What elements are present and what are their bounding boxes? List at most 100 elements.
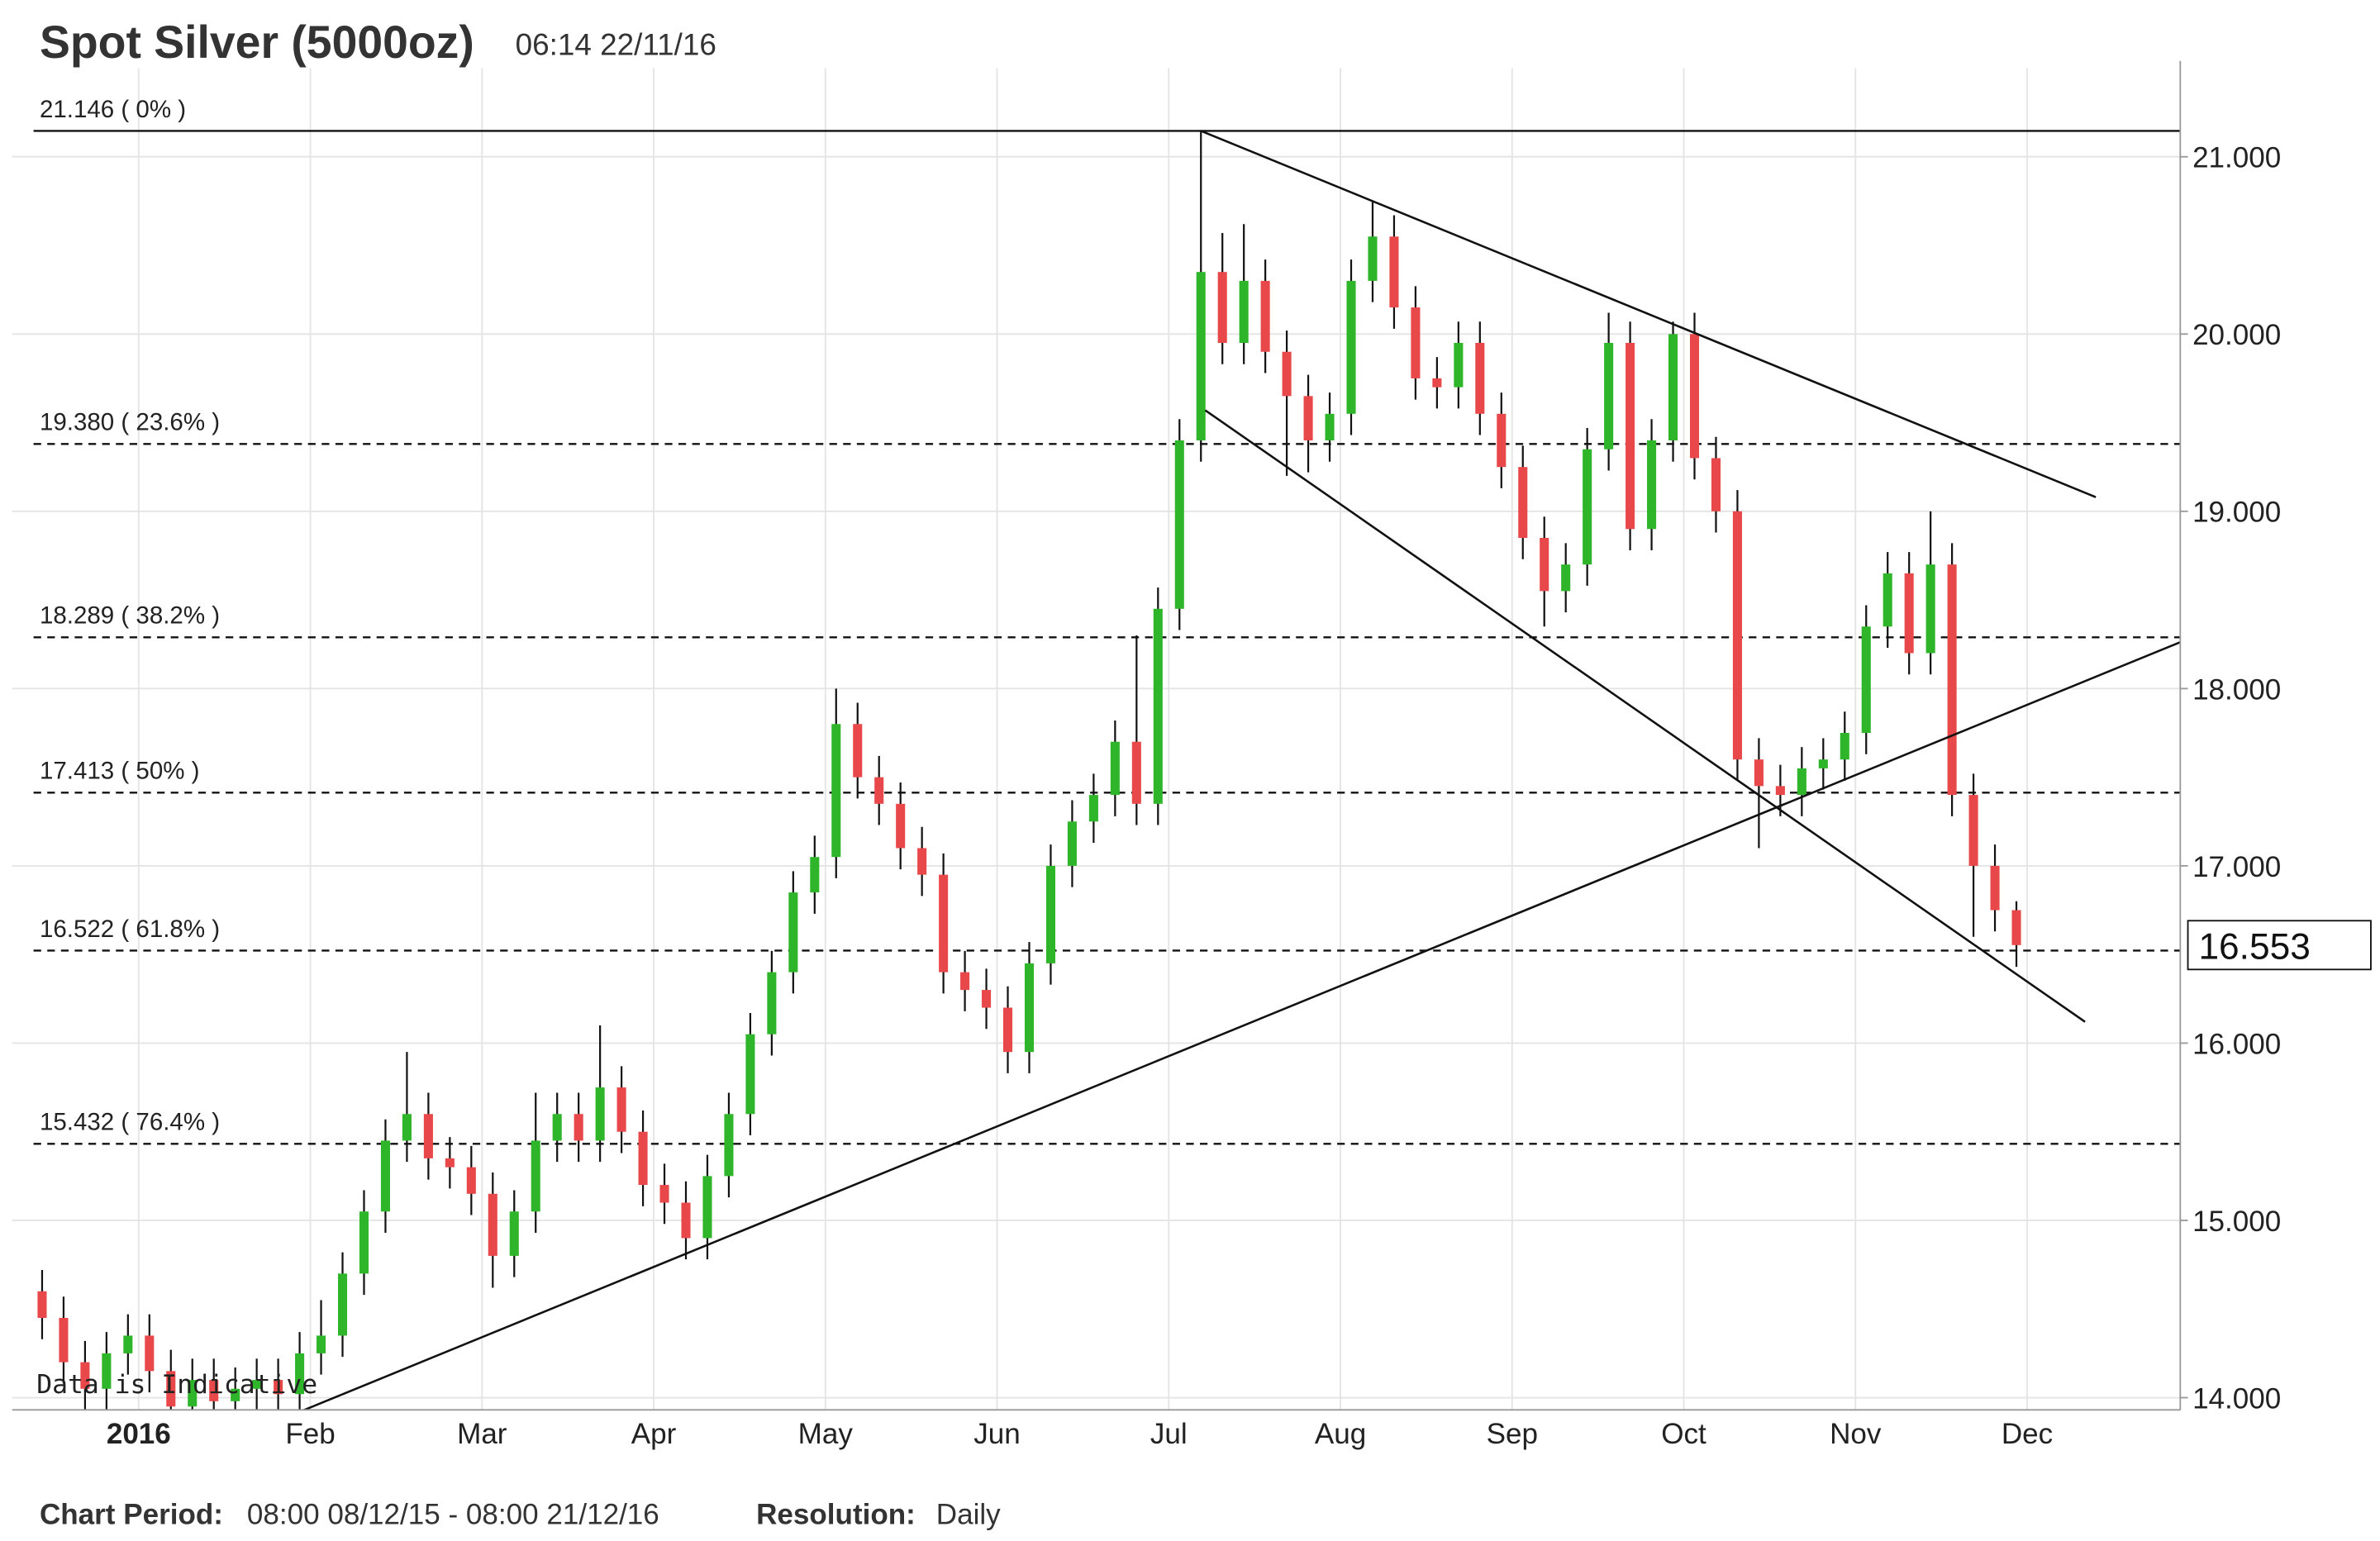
y-tick-label: 20.000 — [2192, 319, 2281, 351]
x-tick-label: 2016 — [107, 1418, 171, 1450]
candle-body — [1540, 537, 1549, 592]
grid — [12, 68, 2188, 1410]
candle-body — [1131, 741, 1141, 804]
candle-body — [1325, 413, 1335, 440]
candle-body — [552, 1114, 562, 1141]
fib-levels — [33, 130, 2181, 1145]
candle-body — [616, 1087, 626, 1132]
candle-body — [1647, 440, 1657, 530]
x-tick-label: Aug — [1315, 1418, 1366, 1450]
candle-body — [1754, 759, 1764, 787]
candle-body — [1990, 865, 2000, 911]
candle-body — [1454, 342, 1464, 388]
fib-label: 18.289 ( 38.2% ) — [40, 602, 220, 630]
candle-body — [102, 1353, 112, 1389]
y-tick-label: 17.000 — [2192, 851, 2281, 883]
price-box — [2187, 920, 2372, 971]
candle-body — [1002, 1007, 1013, 1053]
candle-body — [1045, 865, 1055, 963]
fib-label: 16.522 ( 61.8% ) — [40, 916, 220, 943]
candle-body — [745, 1034, 755, 1115]
candle-body — [359, 1211, 369, 1274]
candle-body — [1840, 732, 1849, 760]
candle-body — [1067, 821, 1077, 866]
candle-body — [960, 972, 970, 991]
x-tick-label: Mar — [457, 1418, 507, 1450]
trendline — [1200, 130, 2097, 498]
trendline — [303, 640, 2181, 1410]
candle-body — [1732, 511, 1742, 760]
candle-body — [252, 1380, 262, 1389]
x-tick-label: Dec — [2002, 1418, 2053, 1450]
candle-body — [810, 857, 820, 893]
candle-body — [1518, 467, 1528, 538]
candle-body — [1775, 786, 1785, 796]
candle-body — [874, 777, 884, 804]
candle-body — [317, 1335, 326, 1353]
candle-body — [337, 1273, 348, 1336]
candle-body — [80, 1362, 90, 1389]
candle-body — [1475, 342, 1485, 414]
fib-label: 15.432 ( 76.4% ) — [40, 1109, 220, 1136]
candle-body — [166, 1371, 176, 1407]
candle-body — [531, 1140, 540, 1212]
y-tick-label: 16.000 — [2192, 1028, 2281, 1060]
candle-body — [1239, 280, 1249, 343]
x-tick-label: Apr — [631, 1418, 677, 1450]
candle-body — [2011, 910, 2021, 945]
y-tick-label: 21.000 — [2192, 142, 2281, 174]
candle-body — [1497, 413, 1507, 468]
candle-body — [1217, 272, 1227, 343]
candle-body — [1626, 342, 1635, 530]
candle-body — [1561, 564, 1571, 592]
candle-body — [231, 1388, 240, 1401]
candle-body — [896, 803, 906, 849]
candle-body — [1668, 334, 1678, 440]
candle-body — [1303, 396, 1313, 440]
candle-body — [466, 1167, 476, 1194]
candle-body — [1925, 564, 1935, 654]
candle-body — [1389, 236, 1399, 308]
x-tick-label: Sep — [1487, 1418, 1538, 1450]
candle-body — [274, 1380, 283, 1395]
candle-body — [295, 1353, 305, 1395]
x-tick-label: Feb — [285, 1418, 335, 1450]
candle-body — [831, 724, 841, 858]
candle-body — [702, 1176, 712, 1239]
candle-body — [1024, 963, 1035, 1053]
candle-body — [1432, 378, 1442, 388]
candle-body — [1861, 626, 1871, 733]
candle-body — [638, 1131, 648, 1186]
candle-body — [1604, 342, 1614, 449]
candle-body — [939, 874, 949, 973]
candle-body — [1689, 334, 1700, 459]
y-tick-label: 18.000 — [2192, 673, 2281, 706]
candle-body — [1818, 759, 1828, 768]
candle-body — [595, 1087, 605, 1141]
x-tick-label: Jul — [1150, 1418, 1188, 1450]
candle-body — [1260, 280, 1270, 352]
candle-body — [1904, 573, 1914, 654]
candle-body — [1583, 449, 1592, 565]
y-tick-label: 19.000 — [2192, 497, 2281, 529]
candle-body — [59, 1317, 69, 1363]
candle-body — [1153, 608, 1163, 804]
x-tick-label: Nov — [1830, 1418, 1882, 1450]
candle-body — [380, 1140, 390, 1212]
candle-body — [767, 972, 777, 1034]
candle-body — [488, 1193, 497, 1256]
candle-body — [402, 1114, 412, 1141]
timestamp: 06:14 22/11/16 — [516, 27, 716, 61]
candle-body — [1883, 573, 1892, 627]
footer-label: Chart Period: — [40, 1499, 223, 1531]
candle-body — [982, 990, 992, 1008]
candle-body — [509, 1211, 519, 1256]
candle-body — [1346, 280, 1356, 414]
candle-body — [681, 1202, 691, 1239]
last-price: 16.553 — [2198, 926, 2310, 967]
footer-value: Daily — [936, 1499, 1001, 1531]
y-tick-label: 15.000 — [2192, 1206, 2281, 1238]
candle-body — [37, 1291, 47, 1318]
candle-body — [423, 1114, 433, 1158]
